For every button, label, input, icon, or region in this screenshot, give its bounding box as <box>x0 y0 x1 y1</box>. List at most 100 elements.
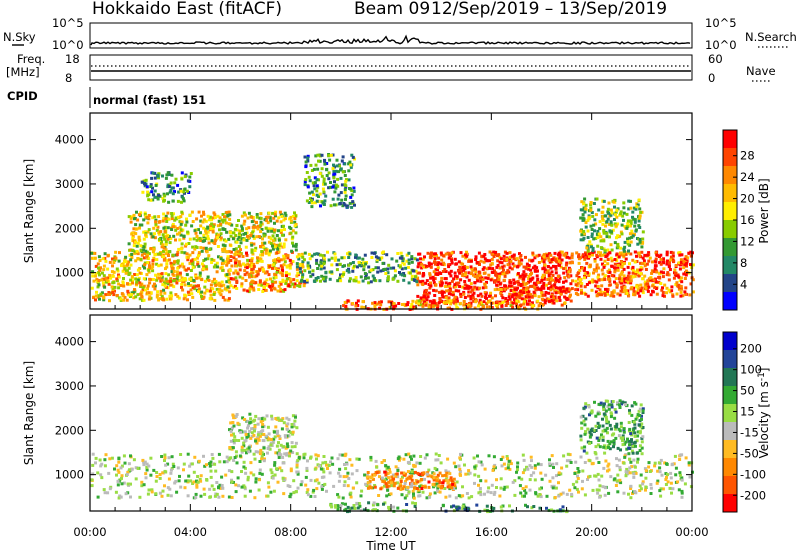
xtick-label: 04:00 <box>174 525 207 539</box>
power-colorbar-swatch <box>723 220 737 239</box>
power-colorbar-swatch <box>723 148 737 167</box>
power-colorbar-swatch <box>723 256 737 275</box>
velocity-colorbar-swatch <box>723 350 737 369</box>
xtick-label: 00:00 <box>73 525 106 539</box>
velocity-colorbar-swatch <box>723 458 737 477</box>
velocity-region-4 <box>441 503 569 514</box>
xtick-label: 16:00 <box>475 525 508 539</box>
power-colorbar-swatch <box>723 274 737 293</box>
power-ytick-label: 2000 <box>55 221 84 235</box>
freq-label-line1: Freq. <box>17 52 45 66</box>
power-region-10 <box>579 197 645 254</box>
power-colorbar: 28 24 20 16 12 8 4 <box>722 129 755 311</box>
velocity-colorbar-swatch <box>723 422 737 441</box>
date-range: 12/Sep/2019 – 13/Sep/2019 <box>431 0 667 19</box>
power-colorbar-tick: 28 <box>740 149 755 163</box>
velocity-colorbar-swatch <box>723 332 737 351</box>
power-colorbar-tick: 16 <box>740 213 755 227</box>
xtick-label: 08:00 <box>274 525 307 539</box>
nave-tick-top: 60 <box>708 52 723 66</box>
velocity-region-2 <box>365 470 457 491</box>
freq-panel: Freq. [MHz] 18 8 60 0 Nave <box>6 52 776 85</box>
velocity-colorbar-tick: 50 <box>740 384 755 398</box>
xaxis-label: Time UT <box>365 539 416 553</box>
cpid-label: CPID <box>7 89 38 103</box>
velocity-colorbar-swatch <box>723 386 737 405</box>
velocity-colorbar-tick: 100 <box>740 363 762 377</box>
velocity-region-1 <box>228 412 299 456</box>
nave-label: Nave <box>746 64 776 78</box>
cpid-mode: normal (fast) 151 <box>93 93 206 107</box>
power-region-0 <box>416 250 574 307</box>
site-title: Hokkaido East (fitACF) <box>92 0 282 19</box>
velocity-ytick-label: 2000 <box>55 423 84 437</box>
power-colorbar-swatch <box>723 292 737 311</box>
xtick-label: 12:00 <box>374 525 407 539</box>
nsearch-tick-top: 10^5 <box>705 16 737 30</box>
velocity-colorbar-swatch <box>723 476 737 495</box>
nsky-tick-top: 10^5 <box>52 16 84 30</box>
freq-label-line2: [MHz] <box>6 65 40 79</box>
xtick-label: 00:00 <box>675 525 708 539</box>
nsky-panel: N.Sky 10^5 10^0 10^5 10^0 N.Search <box>3 16 797 52</box>
velocity-colorbar: 200 100 50 15 -15 -50 -100 -200 <box>722 331 766 513</box>
power-cbar-label: Power [dB] <box>757 178 771 243</box>
power-region-5 <box>295 250 419 285</box>
power-colorbar-swatch <box>723 130 737 149</box>
velocity-colorbar-tick: 15 <box>740 405 755 419</box>
nsearch-tick-bottom: 10^0 <box>705 38 737 52</box>
nsearch-label: N.Search <box>745 30 797 44</box>
cpid-panel: CPID normal (fast) 151 <box>7 87 206 108</box>
nsky-trace <box>90 34 691 46</box>
nave-tick-bottom: 0 <box>708 71 715 85</box>
power-colorbar-tick: 8 <box>740 256 747 270</box>
velocity-data <box>90 399 694 514</box>
power-region-1 <box>574 250 695 298</box>
xtick-label: 20:00 <box>575 525 608 539</box>
power-ytick-label: 1000 <box>55 266 84 280</box>
velocity-ytick-label: 3000 <box>55 379 84 393</box>
velocity-yticks: 1000 2000 3000 4000 <box>55 335 692 482</box>
velocity-colorbar-swatch <box>723 404 737 423</box>
time-axis: 00:00 04:00 08:00 12:00 16:00 20:00 00:00 <box>73 113 709 539</box>
power-colorbar-tick: 12 <box>740 234 755 248</box>
velocity-cbar-label: Velocity [m s-1] <box>757 368 771 459</box>
velocity-ytick-label: 4000 <box>55 335 84 349</box>
velocity-ylabel: Slant Range [km] <box>22 361 36 465</box>
velocity-colorbar-tick: -15 <box>740 425 759 439</box>
power-ytick-label: 3000 <box>55 177 84 191</box>
velocity-region-0 <box>90 452 694 500</box>
power-panel: 1000 2000 3000 4000 Slant Range [km] 28 24 20… <box>22 112 771 311</box>
velocity-colorbar-tick: 200 <box>740 342 762 356</box>
velocity-colorbar-swatch <box>723 494 737 513</box>
velocity-ytick-label: 1000 <box>55 468 84 482</box>
power-data <box>90 153 695 311</box>
velocity-colorbar-tick: -50 <box>740 446 759 460</box>
power-colorbar-tick: 4 <box>740 277 747 291</box>
power-region-3 <box>228 250 307 294</box>
nsky-tick-bottom: 10^0 <box>52 38 84 52</box>
power-colorbar-tick: 20 <box>740 192 755 206</box>
velocity-colorbar-swatch <box>723 440 737 459</box>
velocity-region-5 <box>579 399 645 456</box>
beam-label: Beam 09 <box>354 0 430 19</box>
power-colorbar-swatch <box>723 238 737 257</box>
power-region-2 <box>90 250 231 303</box>
power-ytick-label: 4000 <box>55 133 84 147</box>
power-yticks: 1000 2000 3000 4000 <box>55 133 692 280</box>
freq-tick-top: 18 <box>65 52 80 66</box>
power-colorbar-swatch <box>723 202 737 221</box>
power-ylabel: Slant Range [km] <box>22 159 36 263</box>
velocity-colorbar-tick: -100 <box>740 467 766 481</box>
power-colorbar-tick: 24 <box>740 170 755 184</box>
power-colorbar-swatch <box>723 184 737 203</box>
velocity-colorbar-swatch <box>723 368 737 387</box>
velocity-colorbar-tick: -200 <box>740 488 766 502</box>
velocity-panel: 1000 2000 3000 4000 Slant Range [km] 200 100… <box>22 314 771 514</box>
nsky-label: N.Sky <box>3 30 36 44</box>
power-colorbar-swatch <box>723 166 737 185</box>
power-region-4 <box>127 210 298 254</box>
power-region-8 <box>303 153 356 209</box>
freq-tick-bottom: 8 <box>65 71 72 85</box>
